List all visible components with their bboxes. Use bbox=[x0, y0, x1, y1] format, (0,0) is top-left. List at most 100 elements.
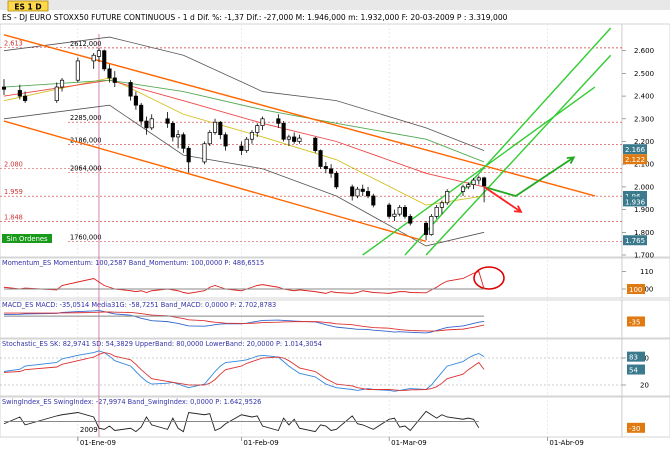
macd-panel bbox=[0, 299, 623, 339]
candle bbox=[207, 132, 212, 145]
candle bbox=[181, 134, 186, 149]
candle bbox=[165, 118, 170, 124]
candle bbox=[292, 136, 297, 142]
candle bbox=[297, 137, 302, 142]
candle bbox=[334, 172, 339, 188]
y-tick-label: 20 bbox=[640, 382, 649, 390]
candle bbox=[128, 82, 133, 97]
candle bbox=[133, 95, 138, 106]
candle bbox=[218, 121, 223, 136]
bollinger-band-line bbox=[3, 36, 485, 151]
candle bbox=[445, 191, 450, 204]
price-tag bbox=[623, 154, 647, 165]
candle bbox=[23, 95, 28, 101]
chart-tab[interactable]: ES 1 D bbox=[7, 0, 49, 12]
candle bbox=[170, 122, 175, 138]
price-tag bbox=[623, 144, 647, 155]
value-tag-label: 54 bbox=[629, 367, 638, 375]
y-tick-label: 2.200 bbox=[634, 138, 654, 146]
chart-tab-bg bbox=[7, 0, 49, 12]
price-axis bbox=[621, 23, 670, 258]
candle bbox=[255, 125, 260, 133]
candle bbox=[176, 134, 181, 138]
y-tick-label: 2.300 bbox=[634, 115, 654, 123]
indicator-series-line bbox=[3, 352, 485, 391]
level-label: 1.959 bbox=[4, 188, 23, 196]
trend-line bbox=[3, 120, 427, 243]
value-tag bbox=[627, 284, 645, 294]
x-tick-label: 01-Ene-09 bbox=[80, 439, 116, 447]
level-label: 2.080 bbox=[4, 161, 23, 169]
candle bbox=[408, 216, 413, 224]
level-label: 1760,000 bbox=[70, 233, 101, 241]
candle bbox=[371, 195, 376, 206]
candle bbox=[276, 118, 281, 124]
price-tag bbox=[623, 190, 647, 201]
header-info: ES - DJ EURO STOXX50 FUTURE CONTINUOUS -… bbox=[2, 13, 508, 22]
price-tag bbox=[623, 235, 647, 246]
candle bbox=[112, 77, 117, 83]
candle bbox=[249, 132, 255, 140]
projection-arrow bbox=[483, 186, 522, 213]
level-label: 2064,000 bbox=[70, 164, 101, 172]
momentum-title: Momentum_ES Momentum: 100,2587 Band_Mome… bbox=[2, 259, 264, 267]
level-label: 2.613 bbox=[4, 40, 23, 48]
y-tick-label: 1.900 bbox=[634, 206, 654, 214]
momentum-highlight-circle bbox=[473, 266, 505, 290]
candle bbox=[239, 145, 244, 151]
candle bbox=[149, 118, 154, 129]
y-tick-label: 1.800 bbox=[634, 229, 654, 237]
y-tick-label: 2.600 bbox=[634, 47, 654, 55]
candle bbox=[59, 79, 65, 88]
y-tick-label: 1.700 bbox=[634, 252, 654, 260]
chart-tab-label: ES 1 D bbox=[14, 3, 41, 12]
candle bbox=[313, 137, 318, 151]
tab-strip bbox=[0, 0, 670, 10]
candle bbox=[434, 206, 439, 217]
candle bbox=[223, 134, 228, 147]
trend-line bbox=[362, 86, 596, 256]
price-tag-label: 1.936 bbox=[625, 198, 646, 206]
candle bbox=[355, 188, 360, 197]
orders-badge-label: Sin Ordenes bbox=[6, 235, 48, 243]
candle bbox=[212, 121, 218, 133]
y-tick-label: 110 bbox=[640, 268, 653, 276]
candle bbox=[102, 50, 107, 70]
value-tag bbox=[627, 351, 645, 362]
candle bbox=[91, 54, 96, 62]
candle bbox=[139, 104, 144, 122]
level-label: 2285,000 bbox=[70, 114, 101, 122]
orders-badge-bg bbox=[2, 234, 52, 243]
y-tick-label: 2.000 bbox=[634, 183, 654, 191]
value-tag-label: -35 bbox=[629, 318, 640, 326]
value-tag-label: -30 bbox=[629, 425, 640, 433]
candle bbox=[482, 177, 487, 187]
candle bbox=[75, 60, 80, 81]
level-label: 1.848 bbox=[4, 213, 23, 221]
macd-title: MACD_ES MACD: -35,0514 Media31G: -58,725… bbox=[2, 301, 276, 309]
candle bbox=[350, 186, 355, 197]
candle bbox=[107, 68, 112, 79]
projection-arrow-head bbox=[513, 205, 523, 213]
trend-line bbox=[404, 27, 612, 256]
x-tick-label: 01-Abr-09 bbox=[549, 439, 583, 447]
price-tag bbox=[623, 196, 647, 207]
candle bbox=[323, 166, 328, 170]
projection-arrow-head bbox=[566, 156, 576, 165]
candle bbox=[424, 222, 429, 235]
indicator-series-line bbox=[4, 311, 485, 332]
price-tag-label: 1.765 bbox=[625, 237, 645, 245]
x-tick-label: 01-Feb-09 bbox=[243, 439, 278, 447]
candle bbox=[402, 206, 408, 217]
candle bbox=[429, 216, 434, 235]
x-tick-label: 01-Mar-09 bbox=[391, 439, 427, 447]
candle bbox=[460, 186, 466, 192]
candle bbox=[202, 143, 207, 163]
candle bbox=[1, 86, 7, 90]
y-tick-label: 2.100 bbox=[634, 161, 654, 169]
value-tag bbox=[627, 316, 645, 327]
chart-marks: 2.613 2612,000 2285,000 2186,000 2.080 2064,0… bbox=[0, 24, 654, 447]
indicator-series-line bbox=[3, 350, 485, 392]
